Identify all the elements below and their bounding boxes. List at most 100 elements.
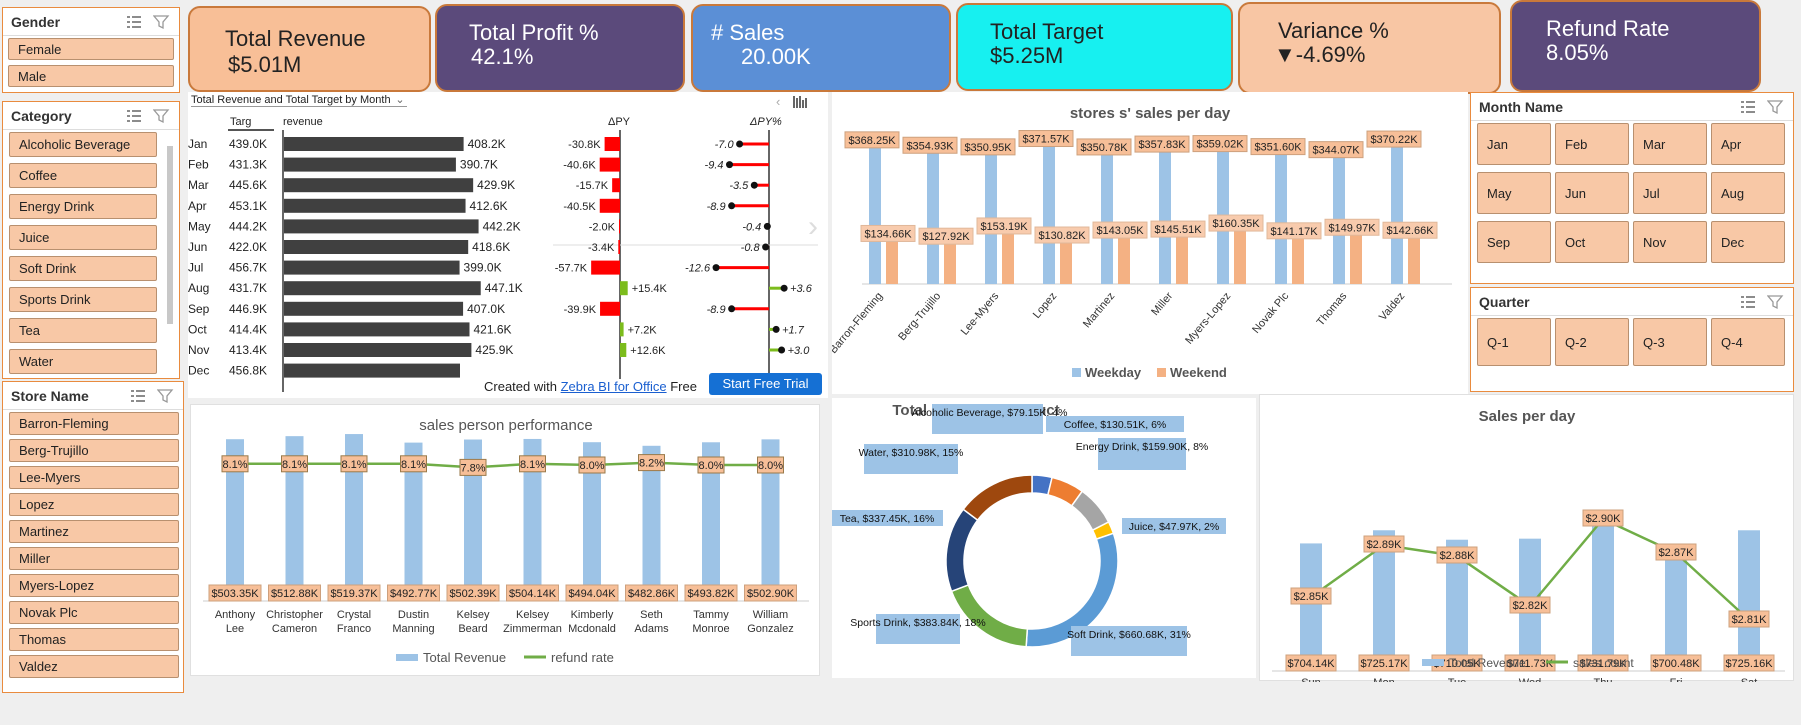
category-label: Christopher [266, 609, 323, 621]
delta-bar [618, 240, 620, 254]
multi-select-icon[interactable] [1739, 99, 1757, 115]
data-label: $503.35K [211, 588, 259, 600]
kpi-value: 20.00K [741, 44, 811, 70]
slicer-item-mar[interactable]: Mar [1633, 123, 1707, 165]
zebra-link[interactable]: Zebra BI for Office [561, 379, 667, 394]
store-slicer: Store Name Barron-Fleming Berg-Trujillo Le… [2, 381, 184, 693]
clear-filter-icon[interactable] [1767, 294, 1785, 310]
data-label: $354.93K [906, 140, 954, 152]
zebra-bi-svg: Targ revenue ΔPY ΔPY%Jan 439.0K 408.2K -30.8K -… [188, 92, 828, 398]
multi-select-icon[interactable] [125, 108, 143, 124]
slicer-item-lee-myers[interactable]: Lee-Myers [9, 466, 179, 489]
delta-pct-value: -9.4 [705, 160, 724, 172]
data-label: $700.48K [1652, 658, 1700, 670]
slicer-item-juice[interactable]: Juice [9, 225, 157, 250]
slice-water [963, 475, 1032, 520]
category-label: Kelsey [516, 609, 550, 621]
slicer-item-tea[interactable]: Tea [9, 318, 157, 343]
slicer-item-miller[interactable]: Miller [9, 547, 179, 570]
slicer-item-barron-fleming[interactable]: Barron-Fleming [9, 412, 179, 435]
count-label: $2.82K [1513, 600, 1549, 612]
data-label: $160.35K [1212, 218, 1260, 230]
multi-select-icon[interactable] [129, 388, 147, 404]
slicer-item-q-3[interactable]: Q-3 [1633, 318, 1707, 366]
slicer-title: Quarter [1479, 294, 1729, 310]
category-label: Thomas [1315, 290, 1350, 329]
multi-select-icon[interactable] [125, 14, 143, 30]
slicer-item-coffee[interactable]: Coffee [9, 163, 157, 188]
slicer-item-q-4[interactable]: Q-4 [1711, 318, 1785, 366]
target-value: 453.1K [229, 199, 267, 213]
legend-label: Total Revenue [1449, 656, 1526, 670]
slicer-item-novak-plc[interactable]: Novak Plc [9, 601, 179, 624]
clear-filter-icon[interactable] [153, 108, 171, 124]
rate-label: 8.0% [698, 460, 723, 472]
clear-filter-icon[interactable] [153, 14, 171, 30]
category-label: Anthony [215, 609, 256, 621]
sales-per-day-chart: Sales per day $704.14K Sun $725.17K Mon $710.… [1259, 394, 1794, 681]
slicer-item-martinez[interactable]: Martinez [9, 520, 179, 543]
slicer-item-lopez[interactable]: Lopez [9, 493, 179, 516]
slicer-scrollbar[interactable] [167, 146, 173, 324]
rate-label: 8.2% [639, 458, 664, 470]
slicer-item-jan[interactable]: Jan [1477, 123, 1551, 165]
slicer-item-male[interactable]: Male [8, 65, 174, 87]
delta-pct-value: +3.6 [790, 283, 813, 295]
target-value: 439.0K [229, 137, 267, 151]
slicer-item-jun[interactable]: Jun [1555, 172, 1629, 214]
slicer-item-dec[interactable]: Dec [1711, 221, 1785, 263]
revenue-bar [284, 240, 468, 254]
delta-value: -3.4K [588, 242, 615, 254]
rate-label: 8.1% [520, 459, 545, 471]
clear-filter-icon[interactable] [1767, 99, 1785, 115]
start-free-trial-button[interactable]: Start Free Trial [709, 373, 822, 395]
month-label: Jun [188, 240, 207, 254]
data-label: $502.39K [449, 588, 497, 600]
kpi-card-variance-: Variance % ▼-4.69% [1238, 2, 1501, 94]
slicer-item-sports-drink[interactable]: Sports Drink [9, 287, 157, 312]
category-label: Martinez [1081, 290, 1117, 330]
slicer-item-may[interactable]: May [1477, 172, 1551, 214]
slicer-item-water[interactable]: Water [9, 349, 157, 374]
slice-label: Energy Drink, $159.90K, 8% [1076, 441, 1209, 453]
slicer-item-valdez[interactable]: Valdez [9, 655, 179, 678]
slicer-item-thomas[interactable]: Thomas [9, 628, 179, 651]
delta-pct-dot [713, 264, 720, 271]
delta-value: +15.4K [632, 283, 668, 295]
target-value: 414.4K [229, 322, 267, 336]
slicer-item-aug[interactable]: Aug [1711, 172, 1785, 214]
slicer-item-feb[interactable]: Feb [1555, 123, 1629, 165]
slicer-item-female[interactable]: Female [8, 38, 174, 60]
slicer-item-soft-drink[interactable]: Soft Drink [9, 256, 157, 281]
category-label: Thu [1594, 677, 1613, 682]
slicer-item-q-2[interactable]: Q-2 [1555, 318, 1629, 366]
delta-pct-value: -3.5 [729, 180, 749, 192]
kpi-card--sales: # Sales 20.00K [691, 4, 951, 92]
slicer-item-nov[interactable]: Nov [1633, 221, 1707, 263]
slicer-item-oct[interactable]: Oct [1555, 221, 1629, 263]
slicer-item-energy-drink[interactable]: Energy Drink [9, 194, 157, 219]
slicer-item-q-1[interactable]: Q-1 [1477, 318, 1551, 366]
slicer-item-sep[interactable]: Sep [1477, 221, 1551, 263]
slicer-item-jul[interactable]: Jul [1633, 172, 1707, 214]
slicer-item-myers-lopez[interactable]: Myers-Lopez [9, 574, 179, 597]
slicer-item-apr[interactable]: Apr [1711, 123, 1785, 165]
slice-label: Soft Drink, $660.68K, 31% [1067, 629, 1191, 641]
data-label: $149.97K [1328, 222, 1376, 234]
target-value: 444.2K [229, 219, 267, 233]
refund-rate-line [235, 463, 771, 468]
month-label: Dec [188, 364, 209, 378]
slicer-item-alcoholic-beverage[interactable]: Alcoholic Beverage [9, 132, 157, 157]
multi-select-icon[interactable] [1739, 294, 1757, 310]
category-label: Seth [640, 609, 663, 621]
target-value: 456.7K [229, 261, 267, 275]
slice-sports-drink [952, 585, 1028, 647]
delta-pct-value: -7.0 [715, 139, 735, 151]
delta-pct-value: -8.9 [707, 304, 726, 316]
bar-weekday [869, 135, 881, 284]
slicer-item-berg-trujillo[interactable]: Berg-Trujillo [9, 439, 179, 462]
data-label: $153.19K [980, 221, 1028, 233]
slice-label: Tea, $337.45K, 16% [840, 513, 935, 525]
delta-bar [620, 281, 628, 295]
clear-filter-icon[interactable] [157, 388, 175, 404]
